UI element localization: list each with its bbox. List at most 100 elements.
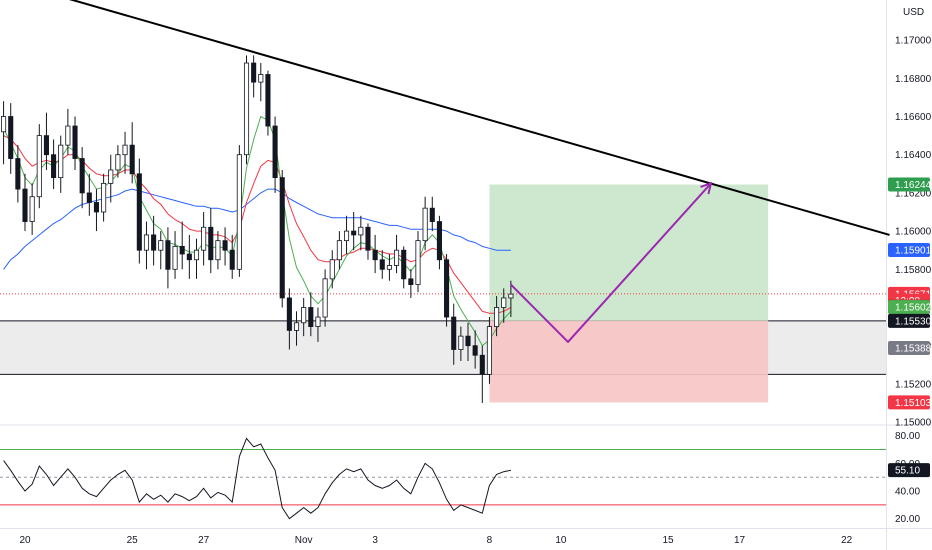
candle[interactable]	[422, 196, 428, 251]
candle[interactable]	[43, 112, 49, 170]
candle[interactable]	[22, 173, 28, 232]
candle[interactable]	[372, 234, 378, 274]
candle[interactable]	[408, 269, 414, 298]
candle[interactable]	[51, 139, 57, 190]
candle[interactable]	[151, 215, 157, 266]
candle[interactable]	[351, 212, 357, 251]
candle[interactable]	[158, 231, 164, 270]
candle[interactable]	[1, 101, 7, 165]
candle[interactable]	[172, 231, 178, 279]
candle[interactable]	[101, 173, 107, 222]
candle[interactable]	[215, 231, 221, 270]
candle[interactable]	[429, 196, 435, 232]
candle[interactable]	[444, 254, 450, 327]
candle[interactable]	[451, 303, 457, 365]
candle[interactable]	[279, 169, 285, 308]
candle[interactable]	[329, 250, 335, 289]
candle[interactable]	[486, 317, 492, 384]
candle[interactable]	[36, 124, 42, 209]
candle[interactable]	[379, 250, 385, 279]
candle-body	[172, 245, 178, 270]
candle-body	[336, 240, 342, 261]
candle-body	[243, 62, 250, 156]
candle[interactable]	[179, 221, 185, 270]
candle[interactable]	[222, 227, 228, 266]
candle[interactable]	[193, 238, 200, 279]
stop-zone[interactable]	[489, 320, 769, 403]
candle-body	[151, 234, 157, 251]
price-tick-label: 1.15000	[895, 418, 932, 429]
price-badge: 1.15602	[888, 300, 932, 315]
candle[interactable]	[15, 145, 21, 203]
candle[interactable]	[208, 208, 214, 274]
candle[interactable]	[301, 297, 307, 337]
candle[interactable]	[458, 326, 464, 361]
candle[interactable]	[501, 288, 507, 323]
candle[interactable]	[401, 246, 407, 289]
candle-body	[93, 202, 100, 213]
candle[interactable]	[286, 288, 292, 350]
candle[interactable]	[272, 116, 278, 193]
price-axis[interactable]: USD 1.170001.168001.166001.164001.162001…	[888, 7, 932, 525]
candle[interactable]	[293, 311, 300, 346]
candle[interactable]	[72, 116, 78, 170]
candle[interactable]	[265, 70, 271, 136]
target-zone[interactable]	[489, 184, 769, 321]
candle[interactable]	[322, 269, 328, 327]
time-axis[interactable]: 20 25 27 Nov 3 8 10 15 17 22	[19, 535, 852, 546]
candle[interactable]	[8, 103, 14, 174]
candle[interactable]	[508, 280, 514, 318]
candle[interactable]	[472, 330, 478, 369]
candle[interactable]	[479, 345, 485, 403]
candle-body	[8, 116, 14, 159]
candle[interactable]	[494, 296, 500, 337]
candle[interactable]	[58, 135, 64, 193]
candle[interactable]	[115, 145, 121, 178]
candle[interactable]	[122, 131, 128, 174]
price-badge-text: 1.16244	[895, 180, 932, 191]
candle[interactable]	[29, 183, 35, 235]
candle-body	[329, 259, 335, 280]
candle[interactable]	[465, 322, 471, 361]
resistance-trendline[interactable]	[0, 0, 890, 236]
candle[interactable]	[365, 223, 371, 260]
price-badge: 1.16244	[888, 177, 932, 192]
candle[interactable]	[358, 215, 364, 251]
candle[interactable]	[129, 122, 135, 184]
rsi-pane[interactable]	[0, 437, 886, 520]
candle[interactable]	[236, 145, 242, 277]
candle[interactable]	[415, 231, 421, 293]
ema-mid-line	[3, 135, 512, 314]
candle[interactable]	[251, 55, 257, 98]
price-tick-label: 1.15800	[895, 265, 932, 276]
candle[interactable]	[308, 292, 314, 337]
candle[interactable]	[436, 215, 442, 270]
candle[interactable]	[343, 215, 350, 255]
date-tick-label: 3	[372, 535, 378, 546]
candle-body	[65, 125, 71, 146]
candle[interactable]	[136, 158, 142, 264]
candle[interactable]	[79, 147, 85, 209]
candle[interactable]	[315, 307, 321, 342]
candle-body	[472, 345, 478, 356]
candle[interactable]	[394, 234, 400, 274]
candle-body	[108, 169, 114, 184]
candle[interactable]	[229, 234, 235, 279]
date-tick-label: 25	[127, 535, 139, 546]
candle[interactable]	[243, 55, 250, 165]
candle[interactable]	[93, 189, 100, 232]
candle[interactable]	[258, 63, 264, 102]
candle[interactable]	[108, 154, 114, 203]
projection-path[interactable]	[510, 182, 712, 343]
candle[interactable]	[201, 212, 207, 266]
candle[interactable]	[336, 231, 342, 270]
candle[interactable]	[143, 221, 150, 270]
candle-body	[222, 240, 228, 251]
candle[interactable]	[186, 234, 192, 279]
candle[interactable]	[65, 108, 71, 155]
candle[interactable]	[86, 173, 92, 216]
candle[interactable]	[386, 254, 392, 281]
candle[interactable]	[165, 227, 171, 289]
